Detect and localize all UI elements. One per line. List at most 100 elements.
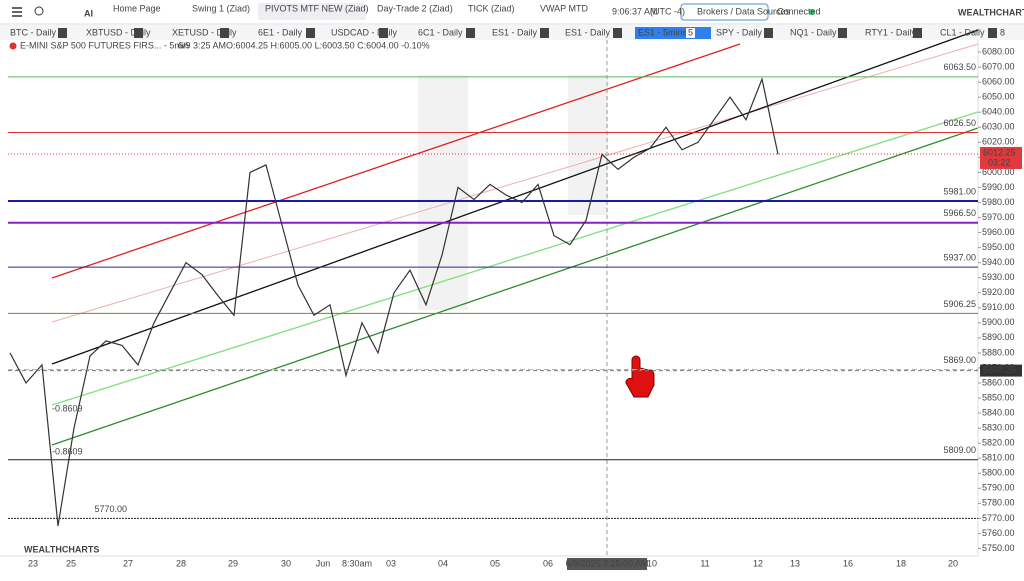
- price-line: [9, 77, 779, 526]
- watch-item[interactable]: ES1 - Daily: [492, 27, 538, 37]
- y-tick-label: 6030.00: [982, 122, 1015, 132]
- badge: 5: [136, 27, 141, 37]
- watch-item[interactable]: XETUSD - Daily: [172, 27, 237, 37]
- watch-item[interactable]: NQ1 - Daily: [790, 27, 837, 37]
- symbol-dot: [9, 42, 17, 50]
- badge-bg: [838, 28, 847, 38]
- badge: 5: [688, 27, 693, 37]
- y-tick-label: 5890.00: [982, 332, 1015, 342]
- watch-item[interactable]: USDCAD - Daily: [331, 27, 398, 37]
- brokers-label[interactable]: Brokers / Data Sources: [697, 6, 791, 16]
- y-tick-label: 6060.00: [982, 76, 1015, 86]
- x-tick-label: 12: [753, 558, 763, 568]
- brokers-button[interactable]: [680, 3, 769, 21]
- badge-bg: [220, 28, 229, 38]
- x-tick-label: 16: [843, 558, 853, 568]
- badge: 5: [915, 27, 920, 37]
- watch-item[interactable]: CL1 - Daily: [940, 27, 985, 37]
- x-tick-label: 04: [438, 558, 448, 568]
- logo: WEALTHCHARTS: [958, 7, 1024, 17]
- y-tick-label: 6040.00: [982, 107, 1015, 117]
- badge: 5: [308, 27, 313, 37]
- y-tick-label: 5800.00: [982, 468, 1015, 478]
- watch-item[interactable]: ES1 - 5mins: [638, 27, 688, 37]
- y-tick-label: 6070.00: [982, 61, 1015, 71]
- y-tick-label: 5880.00: [982, 347, 1015, 357]
- badge-bg: [466, 28, 475, 38]
- ohlc: O:6004.25 H:6005.00 L:6003.50 C:6004.00 …: [226, 40, 430, 50]
- badge-bg: [913, 28, 922, 38]
- hand-cursor: [625, 355, 655, 398]
- x-tick-label: 28: [176, 558, 186, 568]
- y-tick-label: 5840.00: [982, 407, 1015, 417]
- x-tick-label: 13: [790, 558, 800, 568]
- badge-bg: [686, 28, 695, 38]
- badge-bg: [988, 28, 997, 38]
- status: Connected: [777, 6, 821, 16]
- y-tick-label: 5820.00: [982, 438, 1015, 448]
- x-tick-label: Jun: [316, 558, 331, 568]
- x-label-bg: [567, 558, 647, 570]
- badge: 5: [766, 27, 771, 37]
- watch-item[interactable]: XBTUSD - Daily: [86, 27, 151, 37]
- watch-item[interactable]: BTC - Daily: [10, 27, 57, 37]
- y-tick-label: 5850.00: [982, 392, 1015, 402]
- ai-label: AI: [84, 8, 93, 18]
- y-tick-label: 5790.00: [982, 483, 1015, 493]
- countdown: 03:22: [988, 157, 1011, 167]
- watch-item[interactable]: RTY1 - Daily: [865, 27, 916, 37]
- level-label: 5869.00: [943, 355, 976, 365]
- y-tick-label: 5940.00: [982, 257, 1015, 267]
- y-tick-label: 6080.00: [982, 46, 1015, 56]
- level-label: 6063.50: [943, 62, 976, 72]
- y-tick-label: 5860.00: [982, 377, 1015, 387]
- y-tick-label: 5920.00: [982, 287, 1015, 297]
- search-icon[interactable]: [34, 6, 44, 16]
- watch-count: 8: [1000, 27, 1005, 37]
- tab[interactable]: PIVOTS MTF NEW (Ziad): [265, 3, 369, 13]
- badge-bg: [379, 28, 388, 38]
- x-tick-label: 05: [490, 558, 500, 568]
- badge-bg: [613, 28, 622, 38]
- y-tick-label: 5900.00: [982, 317, 1015, 327]
- x-tick-label: 03: [386, 558, 396, 568]
- trend-line: [51, 111, 979, 406]
- crosshair-box: [980, 364, 1022, 377]
- y-tick-label: 6000.00: [982, 167, 1015, 177]
- y-tick-label: 5990.00: [982, 182, 1015, 192]
- watch-item[interactable]: 6E1 - Daily: [258, 27, 303, 37]
- badge: 5: [381, 27, 386, 37]
- y-tick-label: 5810.00: [982, 453, 1015, 463]
- x-tick-label: 25: [66, 558, 76, 568]
- watermark: WEALTHCHARTS: [24, 544, 99, 554]
- x-tick-label: 23: [28, 558, 38, 568]
- y-tick-label: 5760.00: [982, 528, 1015, 538]
- status-dot: [809, 9, 815, 15]
- badge-bg: [540, 28, 549, 38]
- tab[interactable]: Swing 1 (Ziad): [192, 3, 250, 13]
- badge-bg: [58, 28, 67, 38]
- topbar: [0, 0, 1024, 24]
- trend-line: [51, 43, 979, 323]
- clock: 9:06:37 AM: [612, 6, 658, 16]
- watch-item[interactable]: 6C1 - Daily: [418, 27, 463, 37]
- watch-item[interactable]: ES1 - Daily: [565, 27, 611, 37]
- trend-line: [51, 29, 979, 365]
- tab[interactable]: TICK (Ziad): [468, 3, 515, 13]
- x-tick-label: 29: [228, 558, 238, 568]
- watch-item[interactable]: SPY - Daily: [716, 27, 762, 37]
- badge: 5: [840, 27, 845, 37]
- tab[interactable]: Day-Trade 2 (Ziad): [377, 3, 453, 13]
- volume-profile: [418, 75, 468, 310]
- last-price-box: [980, 146, 1022, 169]
- x-tick-label: 6/9/2025 3:25:00 AM: [565, 558, 648, 568]
- y-tick-label: 6020.00: [982, 137, 1015, 147]
- menu-icon[interactable]: [12, 7, 22, 17]
- y-tick-label: 6050.00: [982, 92, 1015, 102]
- y-tick-label: 5780.00: [982, 498, 1015, 508]
- level-label: 5981.00: [943, 186, 976, 196]
- tab[interactable]: Home Page: [113, 3, 161, 13]
- level-label: 6026.50: [943, 118, 976, 128]
- tab[interactable]: VWAP MTD: [540, 3, 589, 13]
